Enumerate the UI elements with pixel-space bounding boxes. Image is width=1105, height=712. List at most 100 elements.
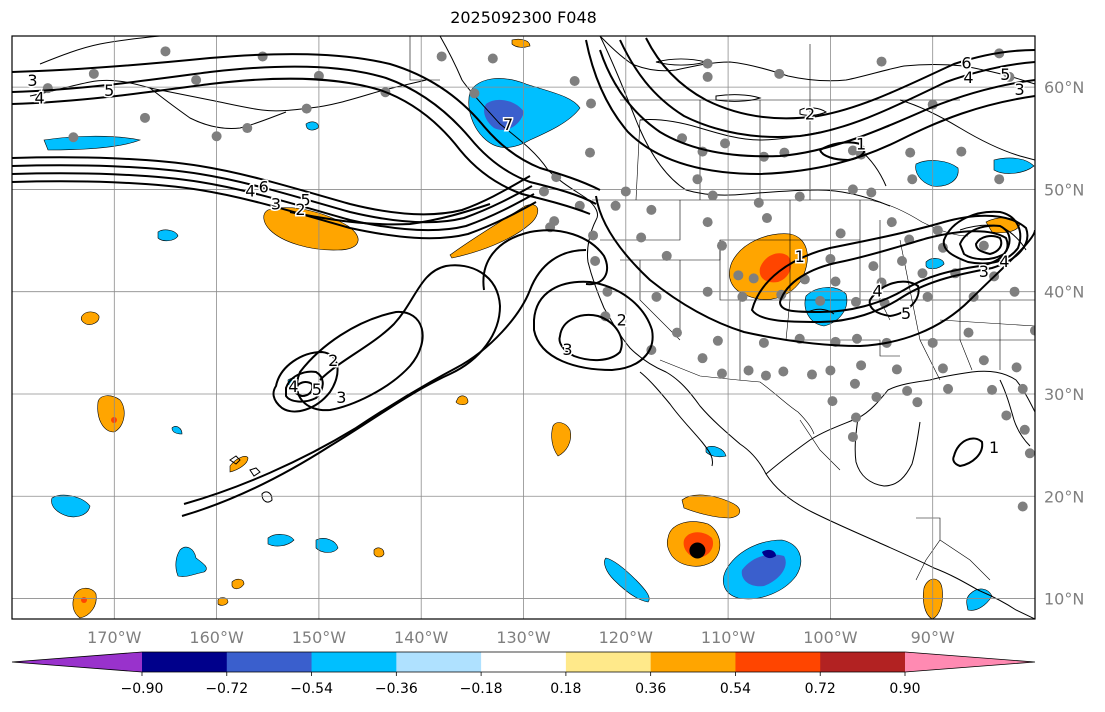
colorbar-segment [311,652,397,672]
anomaly-blob [97,395,125,433]
contour-lines [12,37,1035,517]
colorbar: −0.90 −0.72 −0.54 −0.36 −0.18 0.18 0.36 0.54 0.7… [11,651,1036,697]
contour-line [183,249,587,505]
longitude-tick-label: 120°W [599,628,654,647]
colorbar-tick-label: 0.90 [889,681,920,697]
station-marker [257,51,268,62]
colorbar-extend-high [905,652,1035,672]
anomaly-blob [484,99,524,131]
border-state [600,200,681,241]
contour-label: 3 [336,388,346,407]
anomaly-blob [993,157,1035,174]
contour-label: 2 [328,351,338,370]
colorbar-tick-label: 0.36 [635,681,666,697]
longitude-ticks: 170°W 160°W 150°W 140°W 130°W 120°W 110°W 100°W… [87,628,955,647]
coastline [999,379,1031,447]
contour-line [12,164,533,224]
station-marker [922,291,933,302]
latitude-tick-label: 20°N [1044,487,1084,506]
latitude-tick-label: 40°N [1044,283,1084,302]
anomaly-blob [72,587,97,619]
contour-label: 3 [271,195,281,214]
coastline [799,107,827,116]
station-marker [436,51,447,62]
station-marker [1009,286,1020,297]
station-marker [716,240,727,251]
station-marker [487,53,498,64]
contour-label: 3 [562,340,572,359]
station-marker [671,327,682,338]
contour-line [12,180,537,240]
coastline [149,87,287,129]
anomaly-blob [455,395,469,405]
station-marker [748,273,759,284]
station-marker [702,71,713,82]
station-marker [825,365,836,376]
contour-line [585,39,1035,176]
station-marker [1017,501,1028,512]
border-state [719,240,741,380]
contour-label: 4 [288,377,298,396]
station-marker [301,103,312,114]
station-marker [978,240,989,251]
anomaly-fills-negative [43,78,1035,611]
station-marker [849,378,860,389]
contour-label: 5 [1000,65,1010,84]
station-marker [743,365,754,376]
station-marker [847,184,858,195]
cyclone-center-marker [689,542,706,559]
station-marker [586,98,597,109]
colorbar-tick-label: −0.72 [205,681,248,697]
station-marker [584,147,595,158]
longitude-tick-label: 160°W [189,628,244,647]
station-marker [737,291,748,302]
contour-label: 5 [104,81,114,100]
station-marker [716,368,727,379]
coastline [639,371,713,467]
station-marker [847,145,858,156]
colorbar-extend-low [12,652,142,672]
station-marker [602,286,613,297]
latitude-tick-label: 60°N [1044,78,1084,97]
colorbar-tick-label: −0.90 [121,681,164,697]
latitude-tick-label: 10°N [1044,590,1084,609]
anomaly-blob [263,207,359,251]
station-marker [806,369,817,380]
contour-label: 6 [961,54,971,73]
colorbar-tick-label: 0.72 [805,681,836,697]
anomaly-blob [305,121,319,131]
station-marker [538,186,549,197]
station-marker [850,296,861,307]
contour-label: 3 [1015,80,1025,99]
coastline [854,417,921,487]
station-marker [851,333,862,344]
colorbar-tick-label: −0.36 [375,681,418,697]
gridlines [12,36,1035,619]
contour-line [285,370,324,403]
coastline [261,491,273,503]
coastline [249,467,261,477]
borders [409,36,1035,581]
contour-line [952,437,984,468]
station-marker [702,217,713,228]
anomaly-blob [762,549,776,559]
colorbar-segment [650,652,736,672]
station-marker [825,253,836,264]
anomaly-blob [551,422,571,457]
contour-line [599,49,1035,158]
contour-line [12,53,601,191]
contour-label: 4 [35,88,45,107]
station-marker [1019,424,1030,435]
station-marker [876,56,887,67]
coastline [899,99,1035,161]
longitude-tick-label: 110°W [701,628,756,647]
contour-line [292,381,314,398]
colorbar-segment [226,652,313,672]
anomaly-blob [231,578,245,590]
contour-label: 2 [617,310,627,329]
station-marker [963,327,974,338]
border-state [959,260,973,371]
station-marker [830,276,841,287]
